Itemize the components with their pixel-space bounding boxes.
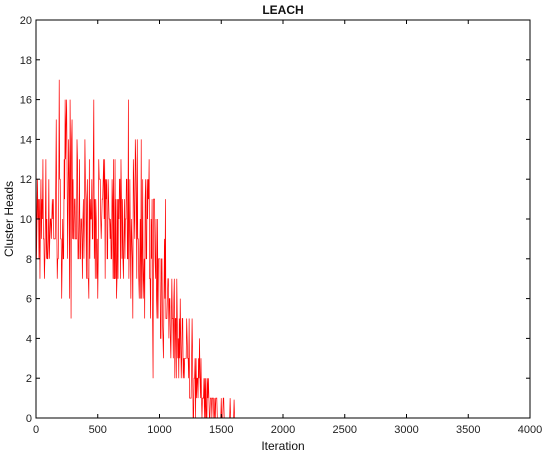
y-tick-label: 10 <box>20 214 32 226</box>
x-tick-label: 0 <box>33 424 39 436</box>
x-tick-label: 500 <box>89 424 107 436</box>
y-tick-label: 6 <box>26 294 32 306</box>
y-tick-label: 16 <box>20 95 32 107</box>
y-tick-label: 20 <box>20 15 32 27</box>
y-tick-label: 4 <box>26 333 32 345</box>
x-tick-label: 2500 <box>333 424 357 436</box>
y-tick-label: 12 <box>20 174 32 186</box>
x-tick-label: 3000 <box>394 424 418 436</box>
x-tick-label: 2000 <box>271 424 295 436</box>
y-tick-label: 18 <box>20 55 32 67</box>
chart-title: LEACH <box>262 3 303 17</box>
tick-layer: 0 500 1000 1500 2000 2500 3000 3500 4000 0 2 4 6 8 10 1… <box>20 15 542 436</box>
y-axis-title: Cluster Heads <box>2 181 16 257</box>
x-axis-title: Iteration <box>261 439 304 453</box>
y-tick-label: 8 <box>26 254 32 266</box>
x-tick-label: 1500 <box>209 424 233 436</box>
x-tick-label: 1000 <box>147 424 171 436</box>
y-tick-label: 14 <box>20 134 32 146</box>
x-tick-label: 4000 <box>518 424 542 436</box>
y-tick-label: 0 <box>26 413 32 425</box>
x-tick-label: 3500 <box>456 424 480 436</box>
y-tick-label: 2 <box>26 373 32 385</box>
